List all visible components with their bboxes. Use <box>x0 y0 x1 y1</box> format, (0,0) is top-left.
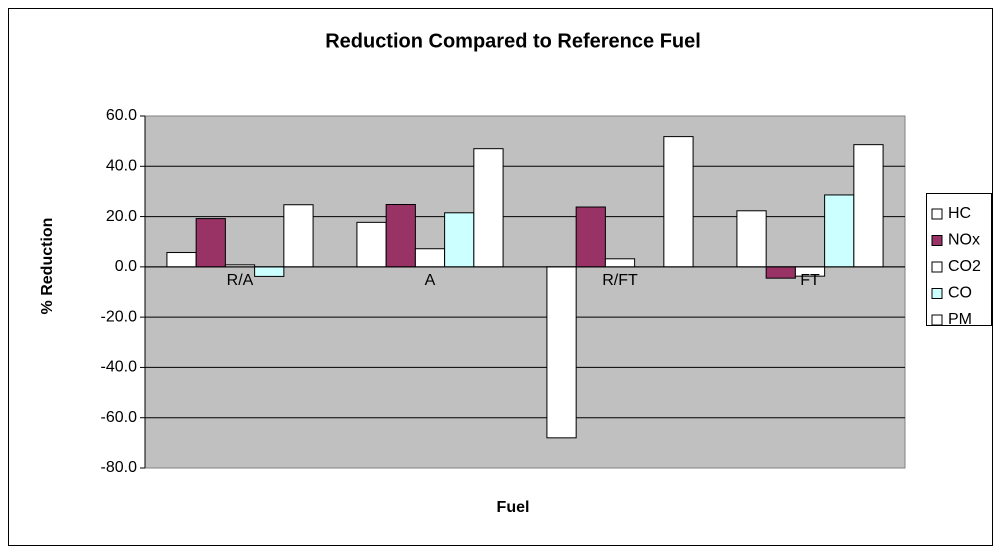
bar <box>283 204 314 268</box>
y-axis-title: % Reduction <box>39 218 56 315</box>
bar <box>473 148 504 268</box>
legend-swatch <box>931 314 943 326</box>
bar <box>604 258 636 268</box>
x-tick-label: R/FT <box>602 272 638 289</box>
chart-title: Reduction Compared to Reference Fuel <box>325 30 701 52</box>
legend-label: CO2 <box>948 258 981 275</box>
x-axis-title: Fuel <box>497 499 530 516</box>
bar <box>414 248 446 268</box>
bar <box>663 136 694 268</box>
bar <box>356 221 387 268</box>
bar <box>736 210 767 268</box>
y-tick-label: 60.0 <box>106 107 137 124</box>
y-tick-label: -40.0 <box>101 359 138 376</box>
x-tick-label: FT <box>800 272 820 289</box>
y-tick-label: -60.0 <box>101 409 138 426</box>
legend-label: PM <box>948 311 972 328</box>
y-tick-label: -80.0 <box>101 459 138 476</box>
bar <box>765 266 796 279</box>
bar <box>195 218 226 268</box>
legend-swatch <box>931 208 943 220</box>
bar <box>575 206 606 268</box>
bar <box>166 252 197 268</box>
y-tick-label: -20.0 <box>101 308 138 325</box>
legend-swatch <box>931 288 943 299</box>
legend-label: NOx <box>948 232 980 249</box>
bar <box>254 266 285 277</box>
y-tick-label: 20.0 <box>106 208 137 225</box>
legend-swatch <box>931 261 943 273</box>
bar <box>853 144 884 268</box>
bar <box>444 212 475 268</box>
x-tick-label: A <box>425 272 436 289</box>
bar <box>824 194 855 268</box>
bar <box>546 266 577 439</box>
legend-label: CO <box>948 285 972 302</box>
plot-area <box>144 115 906 469</box>
x-tick-label: R/A <box>227 272 254 289</box>
y-tick-label: 40.0 <box>106 158 137 175</box>
legend-label: HC <box>948 205 971 222</box>
legend-swatch <box>931 235 943 246</box>
bar <box>385 204 416 268</box>
y-tick-label: 0.0 <box>115 258 137 275</box>
